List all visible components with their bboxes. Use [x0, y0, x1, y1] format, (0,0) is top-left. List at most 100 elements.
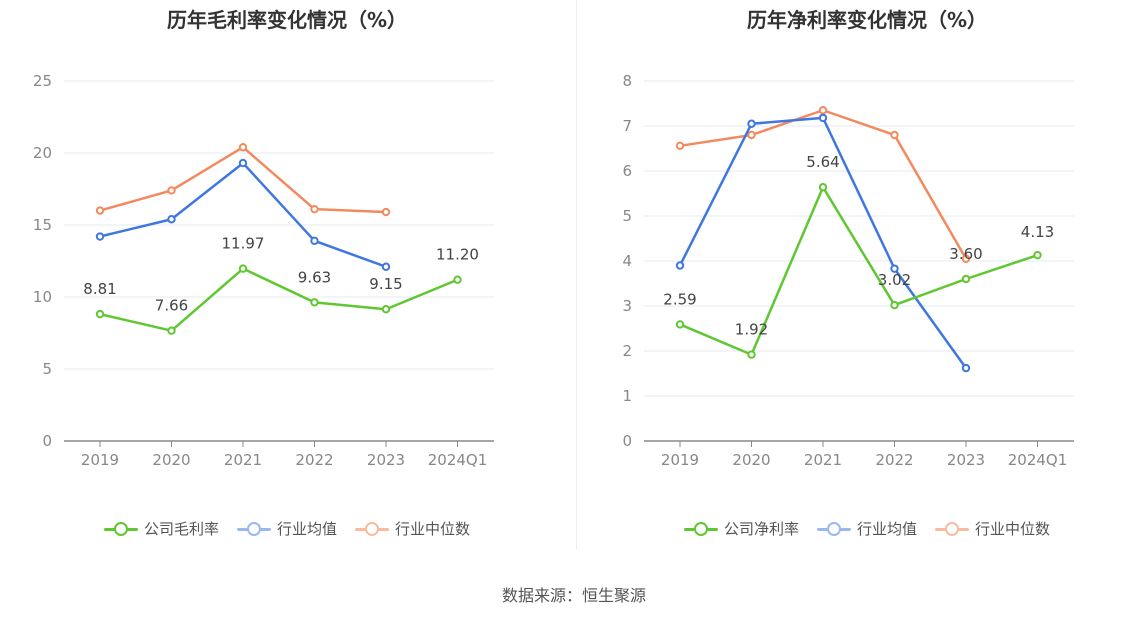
- series-line: [99, 145, 387, 214]
- gross-margin-chart: 0 5 10 15 20 25 2019 2020 2021 2022 2023 2024Q1 8.81…: [33, 72, 494, 469]
- legend-label: 公司净利率: [723, 520, 799, 538]
- x-tick-label: 2022: [875, 451, 913, 469]
- data-point: [747, 350, 756, 359]
- legend-item-industry-mean[interactable]: 行业均值: [816, 518, 917, 539]
- x-tick-label: 2022: [295, 451, 333, 469]
- data-point: [167, 215, 176, 224]
- legend-line-icon: [816, 521, 851, 536]
- y-tick-label: 5: [42, 360, 52, 378]
- y-tick-label: 7: [622, 117, 632, 135]
- y-tick-label: 6: [622, 162, 632, 180]
- y-tick-label: 0: [42, 432, 52, 450]
- data-point: [747, 119, 756, 128]
- data-point: [747, 130, 756, 140]
- legend-label: 行业均值: [276, 520, 337, 538]
- data-label: 5.64: [806, 153, 839, 171]
- legend-item-company[interactable]: 公司毛利率: [103, 518, 219, 539]
- chart-legend: 公司净利率 行业均值 行业中位数: [580, 518, 1148, 539]
- data-point: [961, 254, 971, 263]
- x-tick-label: 2021: [224, 451, 262, 469]
- data-point: [818, 183, 828, 192]
- data-label: 2.59: [663, 290, 696, 308]
- net-margin-chart: 0 1 2 3 4 5 6 7 8 2019 2020 2021 2022 2023 2024Q1 2.59 1…: [622, 72, 1074, 469]
- data-point: [381, 262, 391, 271]
- data-point: [453, 275, 462, 284]
- x-tick-label: 2024Q1: [1008, 451, 1068, 469]
- legend-line-icon: [103, 521, 138, 536]
- y-tick-label: 1: [622, 387, 632, 405]
- legend-item-industry-median[interactable]: 行业中位数: [355, 518, 470, 539]
- x-tick-label: 2021: [804, 451, 842, 469]
- y-tick-label: 2: [622, 342, 632, 360]
- y-tick-label: 3: [622, 297, 632, 315]
- legend-item-industry-median[interactable]: 行业中位数: [935, 518, 1050, 539]
- legend-label: 行业中位数: [975, 520, 1051, 538]
- gross-margin-chart-panel: 历年毛利率变化情况（%） 0 5 10 15 20 25 2019 2020 2021 2022 2…: [0, 0, 574, 560]
- data-point: [238, 143, 248, 152]
- x-tick-label: 2020: [732, 451, 770, 469]
- y-tick-label: 0: [622, 432, 632, 450]
- legend-line-icon: [683, 521, 718, 536]
- data-label: 8.81: [83, 280, 116, 298]
- data-point: [95, 206, 105, 215]
- x-tick-label: 2020: [152, 451, 190, 469]
- data-source-note: 数据来源：恒生聚源: [501, 586, 646, 605]
- data-point: [890, 264, 899, 273]
- legend-label: 行业均值: [856, 520, 917, 538]
- data-point: [310, 236, 319, 246]
- data-point: [238, 264, 248, 273]
- y-tick-label: 20: [33, 144, 52, 162]
- data-label: 3.02: [878, 271, 911, 289]
- data-point: [890, 300, 899, 310]
- data-point: [95, 309, 105, 319]
- data-label: 11.97: [222, 235, 265, 253]
- data-label: 1.92: [735, 321, 768, 339]
- data-point: [675, 261, 685, 270]
- legend-line-icon: [355, 521, 389, 536]
- data-point: [310, 298, 319, 307]
- data-point: [167, 326, 176, 335]
- y-tick-label: 5: [622, 207, 632, 225]
- data-point: [818, 106, 828, 115]
- y-tick-label: 25: [33, 72, 52, 90]
- data-point: [961, 363, 971, 373]
- legend-label: 公司毛利率: [143, 520, 219, 538]
- data-label: 11.20: [436, 246, 479, 264]
- legend-line-icon: [935, 521, 969, 536]
- net-margin-chart-panel: 历年净利率变化情况（%） 0 1 2 3 4 5 6 7 8 2019 2020 2021 2022 20…: [580, 0, 1148, 560]
- data-point: [95, 232, 105, 241]
- legend-item-industry-mean[interactable]: 行业均值: [236, 518, 337, 539]
- data-point: [167, 186, 176, 195]
- legend-line-icon: [236, 521, 271, 536]
- data-point: [381, 207, 391, 217]
- x-tick-label: 2023: [947, 451, 985, 469]
- data-point: [381, 305, 391, 314]
- panel-divider: [576, 0, 577, 550]
- x-tick-label: 2024Q1: [428, 451, 488, 469]
- data-point: [310, 204, 319, 214]
- data-label: 9.63: [298, 268, 331, 286]
- data-point: [890, 130, 899, 140]
- data-label: 3.60: [949, 245, 982, 263]
- x-tick-label: 2019: [81, 451, 119, 469]
- legend-item-company[interactable]: 公司净利率: [683, 518, 799, 539]
- data-point: [675, 320, 685, 329]
- data-label: 7.66: [155, 297, 188, 315]
- legend-label: 行业中位数: [395, 520, 471, 538]
- y-tick-label: 10: [33, 288, 52, 306]
- y-tick-label: 15: [33, 216, 52, 234]
- data-point: [818, 113, 828, 123]
- data-point: [1033, 250, 1042, 260]
- data-point: [675, 141, 685, 151]
- data-point: [961, 274, 971, 284]
- chart-legend: 公司毛利率 行业均值 行业中位数: [0, 518, 574, 539]
- x-tick-label: 2019: [661, 451, 699, 469]
- chart-title: 历年毛利率变化情况（%）: [166, 8, 408, 32]
- y-tick-label: 8: [622, 72, 632, 90]
- data-label: 4.13: [1021, 223, 1054, 241]
- data-point: [238, 158, 248, 168]
- series-line: [99, 267, 458, 332]
- chart-title: 历年净利率变化情况（%）: [746, 8, 988, 32]
- y-tick-label: 4: [622, 252, 632, 270]
- data-label: 9.15: [369, 275, 402, 293]
